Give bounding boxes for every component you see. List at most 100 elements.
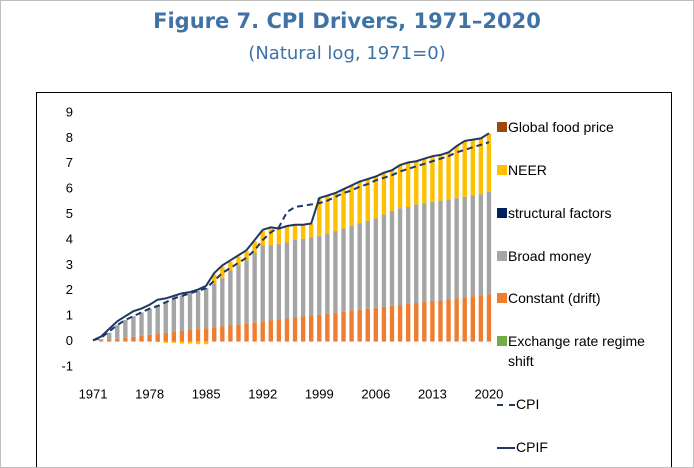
bar-segment: [462, 140, 467, 197]
bar-segment: [300, 316, 306, 342]
legend-label: CPI: [516, 396, 540, 413]
y-tick-label: -1: [61, 358, 73, 373]
legend-swatch: [497, 164, 507, 175]
bar-segment: [123, 320, 128, 338]
bar-segment: [163, 341, 168, 343]
bar-segment: [414, 161, 419, 205]
bar-segment: [381, 172, 387, 215]
x-tick-label: 1985: [192, 386, 221, 401]
legend-item: Constant (drift): [497, 288, 672, 308]
legend-label: CPIF: [516, 438, 548, 455]
bar-segment: [276, 228, 282, 244]
legend-swatch: [497, 404, 515, 407]
bar-segment: [252, 241, 257, 253]
bar-segment: [236, 256, 241, 266]
bar-segment: [454, 146, 459, 199]
y-tick-label: 8: [66, 130, 73, 145]
bar-segment: [373, 218, 379, 308]
bar-segment: [446, 152, 451, 200]
legend-label: structural factors: [508, 204, 612, 221]
bar-segment: [244, 251, 249, 261]
bar-segment: [438, 200, 443, 301]
bar-segment: [155, 341, 160, 343]
bar-segment: [478, 295, 484, 342]
bar-segment: [333, 193, 338, 232]
bar-segment: [187, 329, 193, 342]
bar-segment: [244, 323, 249, 342]
bar-segment: [244, 260, 249, 324]
bar-segment: [438, 300, 443, 342]
bar-segment: [405, 206, 411, 305]
bar-segment: [236, 265, 241, 325]
bar-segment: [317, 236, 322, 315]
bar-segment: [107, 339, 112, 342]
bar-segment: [268, 245, 273, 321]
bar-segment: [309, 315, 314, 342]
bar-segment: [446, 299, 451, 342]
bar-segment: [195, 290, 201, 330]
bar-segment: [357, 181, 362, 224]
bar-segment: [486, 294, 492, 342]
bar-segment: [252, 252, 257, 323]
bar-segment: [171, 331, 177, 342]
x-tick-label: 1978: [135, 386, 164, 401]
bar-segment: [203, 288, 209, 329]
bar-segment: [317, 198, 322, 237]
bar-segment: [414, 302, 419, 342]
y-tick-label: 9: [66, 104, 73, 119]
bar-segment: [422, 158, 427, 204]
line: [92, 132, 490, 342]
legend-swatch: [497, 250, 507, 261]
bar-segment: [389, 210, 395, 306]
bar-segment: [430, 201, 435, 301]
bar-segment: [179, 330, 185, 342]
y-tick-label: 3: [66, 257, 73, 272]
bar-segment: [284, 242, 290, 319]
bar-segment: [397, 208, 403, 306]
bar-segment: [357, 309, 362, 342]
bar-segment: [220, 266, 225, 279]
legend-label: NEER: [508, 161, 547, 178]
bar-segment: [212, 283, 217, 328]
bar-segment: [284, 318, 290, 342]
legend-item: NEER: [497, 160, 672, 180]
bar-segment: [365, 220, 370, 309]
bar-segment: [139, 312, 144, 336]
chart-subtitle: (Natural log, 1971=0): [248, 43, 446, 64]
bar-segment: [107, 332, 112, 340]
bar-segment: [98, 339, 104, 341]
legend-label: Broad money: [508, 247, 592, 264]
bar-segment: [276, 243, 282, 320]
bar-segment: [430, 300, 435, 342]
bar-segment: [268, 228, 273, 246]
bar-segment: [155, 304, 160, 334]
bar-segment: [220, 326, 225, 342]
bar-segment: [373, 307, 379, 342]
bar-segment: [260, 231, 265, 246]
x-tick-label: 2006: [361, 386, 390, 401]
bar-segment: [147, 308, 152, 335]
bar-segment: [405, 304, 411, 342]
legend-swatch: [497, 446, 515, 449]
bar-segment: [349, 226, 354, 311]
bar-segment: [260, 321, 265, 342]
bar-segment: [365, 179, 370, 221]
bar-segment: [349, 310, 354, 342]
bar-segment: [300, 224, 306, 239]
bar-segment: [341, 189, 346, 229]
bar-segment: [187, 293, 193, 330]
bar-segment: [462, 297, 467, 342]
bar-segment: [430, 156, 435, 202]
bar-segment: [292, 317, 298, 342]
legend-item: Global food price: [497, 117, 672, 137]
bar-segment: [203, 328, 209, 342]
x-tick-label: 2020: [474, 386, 503, 401]
bar-segment: [389, 305, 395, 342]
bar-segment: [478, 138, 484, 195]
bar-segment: [228, 270, 233, 326]
bar-segment: [422, 203, 427, 302]
legend-item: structural factors: [497, 203, 672, 223]
chart-title: Figure 7. CPI Drivers, 1971–2020: [153, 9, 541, 33]
